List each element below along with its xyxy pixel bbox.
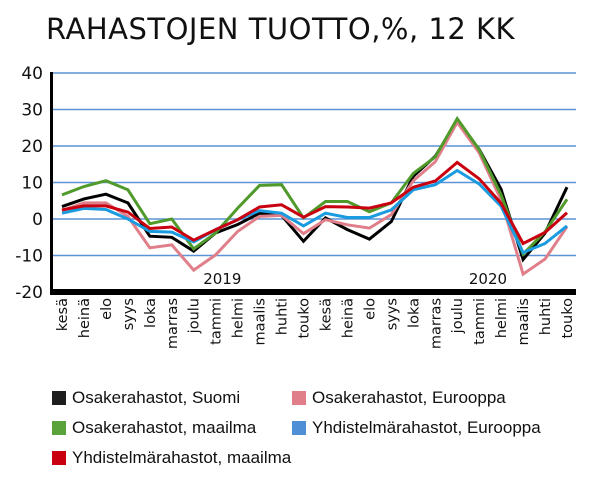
y-tick-label: 0 — [32, 210, 43, 230]
series-line — [61, 168, 568, 255]
x-tick-label: maalis — [253, 298, 269, 346]
year-label: 2019 — [203, 270, 241, 288]
plot-lines — [61, 115, 569, 277]
x-axis-labels: kesä heinä elo syys loka marras joulu tammi helm… — [55, 298, 576, 349]
x-tick-label: maalis — [516, 298, 532, 346]
x-tick-label: heinä — [340, 298, 356, 338]
legend-swatch — [292, 391, 306, 405]
x-tick-label: tammi — [472, 298, 488, 345]
legend-swatch — [52, 421, 66, 435]
x-tick-label: loka — [143, 298, 159, 328]
legend-label: Osakerahastot, Eurooppa — [312, 388, 506, 407]
x-tick-label: touko — [560, 298, 576, 339]
legend-item-osakerahastot-suomi: Osakerahastot, Suomi — [52, 388, 240, 408]
x-tick-label: joulu — [450, 298, 466, 334]
legend-label: Yhdistelmärahastot, maailma — [72, 448, 292, 467]
x-tick-label: touko — [297, 298, 313, 339]
gridlines — [52, 72, 576, 257]
year-label: 2020 — [469, 270, 507, 288]
legend-swatch — [292, 421, 306, 435]
x-axis-line — [50, 289, 576, 295]
x-tick-label: syys — [384, 298, 400, 330]
x-tick-label: helmi — [231, 298, 247, 338]
legend-item-osakerahastot-maailma: Osakerahastot, maailma — [52, 418, 256, 438]
chart-title: RAHASTOJEN TUOTTO,%, 12 KK — [46, 12, 516, 46]
legend-swatch — [52, 451, 66, 465]
x-tick-label: marras — [165, 298, 181, 349]
legend-label: Osakerahastot, Suomi — [72, 388, 241, 407]
y-tick-label: 20 — [21, 137, 43, 157]
x-tick-label: kesä — [318, 298, 334, 331]
x-tick-label: loka — [406, 298, 422, 328]
y-tick-label: -10 — [15, 247, 43, 267]
y-tick-label: 10 — [21, 174, 43, 194]
x-tick-label: elo — [99, 298, 115, 320]
legend-item-osakerahastot-eurooppa: Osakerahastot, Eurooppa — [292, 388, 506, 408]
y-tick-label: -20 — [15, 283, 43, 303]
x-tick-label: syys — [121, 298, 137, 330]
axes — [50, 72, 576, 295]
series-line — [61, 160, 569, 246]
y-axis-line — [50, 72, 53, 294]
x-tick-label: marras — [428, 298, 444, 349]
x-tick-label: kesä — [55, 298, 71, 331]
x-tick-label: helmi — [494, 298, 510, 338]
y-axis-labels: 40 30 20 10 0 -10 -20 — [15, 64, 43, 303]
x-tick-label: tammi — [209, 298, 225, 345]
legend-label: Yhdistelmärahastot, Eurooppa — [312, 418, 541, 437]
legend-swatch — [52, 391, 66, 405]
x-tick-label: joulu — [187, 298, 203, 334]
x-tick-label: elo — [362, 298, 378, 320]
x-tick-label: huhti — [538, 298, 554, 335]
series-line — [61, 115, 569, 257]
series-line — [61, 119, 569, 277]
y-tick-label: 30 — [21, 101, 43, 121]
x-tick-label: huhti — [275, 298, 291, 335]
x-tick-label: heinä — [77, 298, 93, 338]
y-tick-label: 40 — [21, 64, 43, 84]
legend-item-yhdistelmarahastot-eurooppa: Yhdistelmärahastot, Eurooppa — [292, 418, 541, 438]
legend-label: Osakerahastot, maailma — [72, 418, 257, 437]
legend-item-yhdistelmarahastot-maailma: Yhdistelmärahastot, maailma — [52, 448, 291, 468]
year-labels: 2019 2020 — [203, 270, 507, 288]
